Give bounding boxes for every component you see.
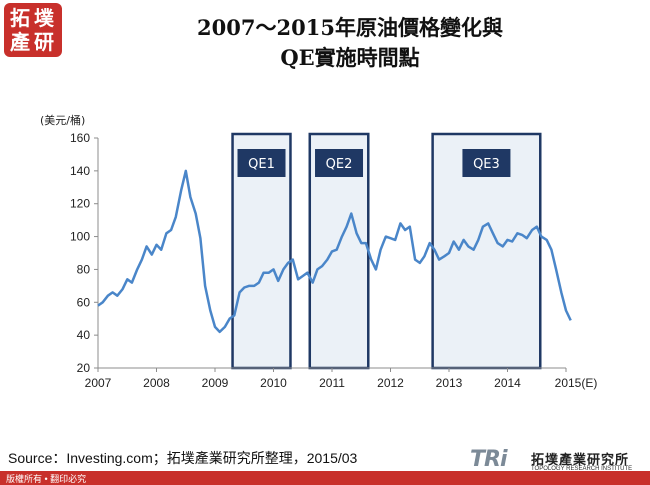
logo-char-1: 拓 — [10, 6, 30, 30]
x-tick-label: 2009 — [202, 376, 229, 390]
qe-label-box-1 — [237, 149, 286, 177]
x-tick-label: 2010 — [260, 376, 287, 390]
y-tick-label: 40 — [77, 328, 91, 342]
brand-name-cn: 拓墣產業研究所 — [531, 452, 630, 467]
brand-name-en: TOPOLOGY RESEARCH INSTITUTE — [531, 466, 633, 472]
x-tick-label: 2014 — [494, 376, 521, 390]
logo-char-2: 墣 — [34, 6, 54, 30]
y-tick-label: 100 — [70, 230, 90, 244]
qe-label-3: QE3 — [473, 157, 500, 172]
qe-label-2: QE2 — [326, 157, 353, 172]
chart-title-line-2: QE實施時間點 — [280, 45, 420, 70]
x-tick-label: 2013 — [436, 376, 463, 390]
y-tick-label: 20 — [77, 361, 91, 375]
y-tick-label: 80 — [77, 262, 91, 276]
copyright-text: 版權所有 • 翻印必究 — [6, 474, 87, 484]
qe-label-box-2 — [315, 149, 364, 177]
y-tick-label: 140 — [70, 164, 90, 178]
x-tick-label: 2015(E) — [555, 376, 598, 390]
logo: 拓 墣 產 研 — [4, 3, 62, 57]
y-tick-label: 160 — [70, 131, 90, 145]
y-tick-label: 60 — [77, 295, 91, 309]
x-tick-label: 2011 — [319, 376, 345, 390]
qe-label-box-3 — [462, 149, 511, 177]
qe-label-1: QE1 — [248, 157, 275, 172]
x-tick-label: 2008 — [143, 376, 170, 390]
x-tick-label: 2007 — [85, 376, 112, 390]
brand-tri-logo: TRi — [470, 447, 507, 472]
y-axis-label: (美元/桶) — [40, 113, 85, 127]
oil-price-chart: QE1 QE2 QE3 20 40 60 80 100 120 140 160 (美元/桶) 2007 2… — [40, 113, 598, 390]
source-note: Source：Investing.com；拓墣產業研究所整理，2015/03 — [8, 450, 358, 466]
series-line-1 — [97, 169, 572, 334]
logo-char-3: 產 — [10, 30, 30, 54]
x-tick-label: 2012 — [377, 376, 404, 390]
logo-char-4: 研 — [34, 30, 54, 54]
footer-bar: 版權所有 • 翻印必究 — [0, 471, 650, 485]
chart-title-line-1: 2007～2015年原油價格變化與 — [197, 15, 503, 40]
y-tick-label: 120 — [70, 197, 90, 211]
